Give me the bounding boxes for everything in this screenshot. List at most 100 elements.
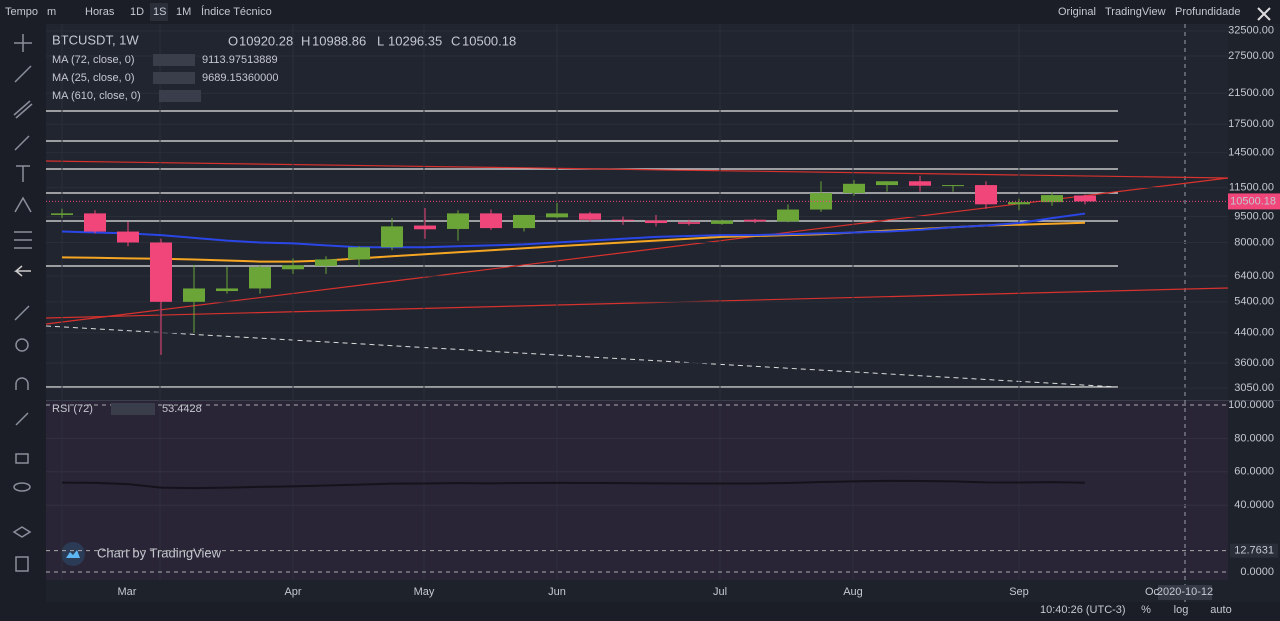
rsi-marker-badge	[1230, 543, 1278, 558]
ma-value: 9113.97513889	[202, 54, 278, 66]
toolbar-button[interactable]	[2, 3, 38, 21]
ohlc-value: 10500.18	[462, 33, 516, 48]
ma-legend[interactable]: MA (610, close, 0)	[52, 90, 141, 102]
rsi-marker-label: 12.7631	[1234, 545, 1274, 557]
legend-buttons[interactable]	[111, 403, 155, 415]
candle-body	[1008, 202, 1030, 205]
candle-body	[315, 259, 337, 266]
rsi-tick-label: 100.0000	[1228, 399, 1274, 411]
rsi-pane	[46, 401, 1228, 580]
toolbar-button[interactable]	[82, 3, 122, 21]
candle-body	[909, 181, 931, 186]
rsi-tick-label: 40.0000	[1234, 499, 1274, 511]
x-tick-label: Sep	[1009, 586, 1029, 598]
toolbar-button[interactable]	[198, 3, 272, 21]
ma-legend[interactable]: MA (25, close, 0)	[52, 72, 135, 84]
y-tick-label: 3050.00	[1234, 382, 1274, 394]
candle-body	[1074, 195, 1096, 202]
ohlc-value: 10296.35	[388, 33, 442, 48]
x-tick-label: May	[414, 586, 435, 598]
ohlc-letter: C	[451, 33, 460, 48]
legend-buttons[interactable]	[153, 54, 195, 66]
y-tick-label: 27500.00	[1228, 50, 1274, 62]
toolbar-label[interactable]: m	[47, 6, 56, 18]
y-tick-label: 14500.00	[1228, 147, 1274, 159]
toolbar-button[interactable]	[150, 3, 168, 21]
status-button[interactable]: log	[1174, 604, 1189, 616]
candle-body	[150, 242, 172, 302]
dashed-trend	[45, 325, 1119, 388]
candle-body	[711, 220, 733, 224]
candle-body	[249, 267, 271, 289]
toolbar-label[interactable]: Horas	[85, 6, 115, 18]
toolbar-button[interactable]	[127, 3, 145, 21]
left-toolbar	[0, 24, 46, 621]
candle-body	[579, 213, 601, 220]
time-axis	[46, 580, 1280, 602]
status-button[interactable]: %	[1141, 604, 1151, 616]
y-tick-label: 3600.00	[1234, 357, 1274, 369]
candle-body	[216, 288, 238, 292]
toolbar-label[interactable]: Índice Técnico	[201, 5, 272, 18]
candle-body	[546, 213, 568, 218]
legend-buttons[interactable]	[159, 90, 201, 102]
candle-body	[348, 247, 370, 260]
candle-body	[513, 214, 535, 229]
toolbar-label[interactable]: Original	[1058, 6, 1096, 18]
candle-body	[51, 213, 73, 215]
moving-average	[61, 212, 1086, 249]
y-tick-label: 6400.00	[1234, 270, 1274, 282]
candle-body	[447, 213, 469, 229]
toolbar-label[interactable]: 1M	[176, 6, 191, 18]
candle-body	[480, 213, 502, 229]
candle-body	[183, 288, 205, 302]
x-tick-label: Aug	[843, 586, 863, 598]
rsi-value: 53.4428	[162, 403, 202, 415]
ma-legend[interactable]: MA (72, close, 0)	[52, 54, 135, 66]
candle-body	[678, 222, 700, 224]
y-tick-label: 8000.00	[1234, 236, 1274, 248]
ohlc-letter: H	[301, 33, 310, 48]
ohlc-letter: O	[228, 33, 238, 48]
toolbar-label[interactable]: Tempo	[5, 6, 38, 18]
tool-icons[interactable]	[12, 34, 33, 572]
trend-lines	[45, 160, 1229, 325]
y-tick-label: 21500.00	[1228, 87, 1274, 99]
y-tick-label: 5400.00	[1234, 296, 1274, 308]
toolbar-label[interactable]: TradingView	[1105, 6, 1166, 18]
toolbar-button[interactable]	[173, 3, 191, 21]
status-button[interactable]: auto	[1210, 604, 1231, 616]
x-tick-label: Jun	[548, 586, 566, 598]
candle-body	[381, 226, 403, 248]
ohlc-letter: L	[377, 33, 384, 48]
candle-body	[777, 209, 799, 222]
toolbar-label[interactable]: 1D	[130, 6, 144, 18]
ohlc-value: 10920.28	[239, 33, 293, 48]
legend-buttons[interactable]	[153, 72, 195, 84]
candle-body	[975, 185, 997, 205]
cursor-date: 2020-10-12	[1157, 586, 1213, 598]
toolbar-label[interactable]: Profundidade	[1175, 6, 1240, 18]
fullscreen-icon[interactable]	[1257, 7, 1271, 21]
candle-body	[612, 219, 634, 221]
rsi-legend[interactable]: RSI (72)	[52, 403, 93, 415]
toolbar-button[interactable]	[44, 3, 74, 21]
candle-body	[645, 220, 667, 224]
rsi-line	[61, 479, 1086, 490]
y-tick-label: 11500.00	[1229, 182, 1274, 194]
horizontal-lines	[46, 110, 1118, 388]
ohlc-value: 10988.86	[312, 33, 366, 48]
y-tick-label: 32500.00	[1228, 25, 1274, 37]
x-tick-label: Apr	[284, 586, 301, 598]
candle-body	[942, 185, 964, 187]
candle-body	[1041, 195, 1063, 203]
candle-body	[117, 231, 139, 243]
candle-body	[876, 181, 898, 186]
toolbar-label[interactable]: 1S	[153, 6, 166, 18]
price-axis	[1228, 24, 1280, 580]
clock: 10:40:26 (UTC-3)	[1040, 604, 1126, 616]
candle-body	[414, 225, 436, 230]
last-price: 10500.18	[1230, 195, 1276, 207]
watermark-text: Chart by TradingView	[97, 545, 222, 560]
